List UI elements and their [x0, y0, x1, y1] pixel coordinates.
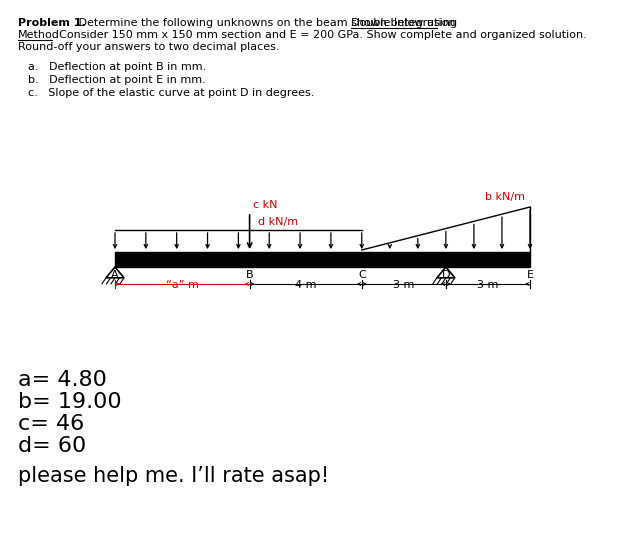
- Text: C: C: [358, 270, 366, 280]
- Text: d= 60: d= 60: [18, 436, 86, 456]
- Text: 3 m: 3 m: [393, 280, 414, 290]
- Text: c= 46: c= 46: [18, 414, 85, 434]
- Bar: [115, 252, 530, 267]
- Text: Round-off your answers to two decimal places.: Round-off your answers to two decimal pl…: [18, 42, 279, 52]
- Text: a= 4.80: a= 4.80: [18, 370, 107, 390]
- Text: Method: Method: [18, 30, 60, 40]
- Text: a.   Deflection at point B in mm.: a. Deflection at point B in mm.: [28, 62, 206, 72]
- Text: “a” m: “a” m: [166, 280, 198, 290]
- Text: c kN: c kN: [253, 200, 277, 210]
- Text: b kN/m: b kN/m: [485, 192, 525, 202]
- Text: c.   Slope of the elastic curve at point D in degrees.: c. Slope of the elastic curve at point D…: [28, 88, 314, 98]
- Text: E: E: [526, 270, 533, 280]
- Text: A: A: [111, 270, 119, 280]
- Text: B: B: [246, 270, 254, 280]
- Text: b= 19.00: b= 19.00: [18, 392, 121, 412]
- Text: Double Integration: Double Integration: [351, 18, 456, 28]
- Text: Determine the following unknowns on the beam shown below using: Determine the following unknowns on the …: [75, 18, 461, 28]
- Text: D: D: [441, 270, 450, 280]
- Text: Problem 1.: Problem 1.: [18, 18, 86, 28]
- Text: . Consider 150 mm x 150 mm section and E = 200 GPa. Show complete and organized : . Consider 150 mm x 150 mm section and E…: [52, 30, 587, 40]
- Text: 4 m: 4 m: [295, 280, 316, 290]
- Text: please help me. I’ll rate asap!: please help me. I’ll rate asap!: [18, 466, 329, 486]
- Text: d kN/m: d kN/m: [259, 217, 299, 227]
- Text: b.   Deflection at point E in mm.: b. Deflection at point E in mm.: [28, 75, 206, 85]
- Text: 3 m: 3 m: [477, 280, 499, 290]
